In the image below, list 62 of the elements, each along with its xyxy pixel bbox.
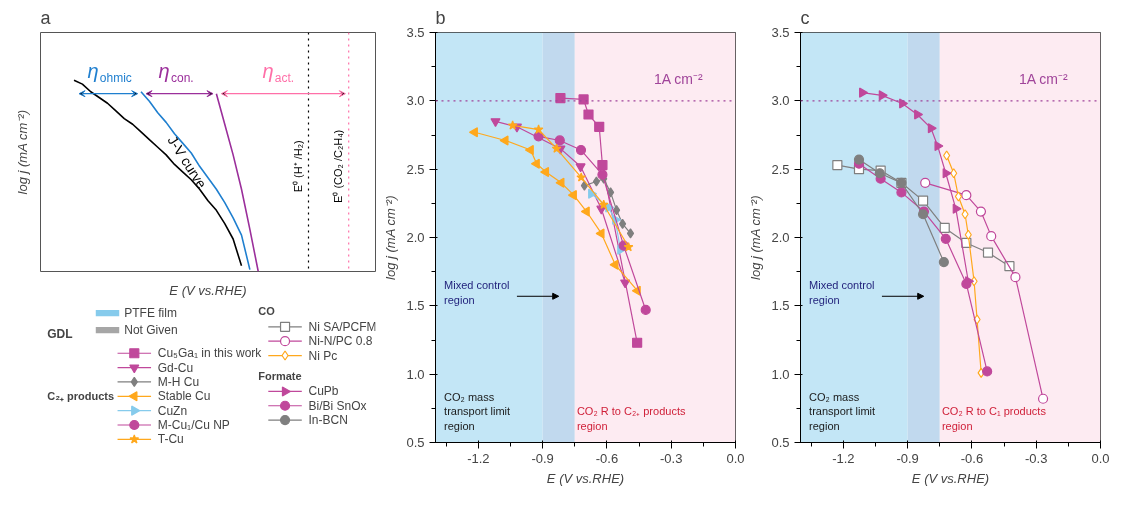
legend-label: In-BCN xyxy=(308,413,348,428)
band-label: Mixed control region xyxy=(809,279,875,306)
x-tick-label: -0.9 xyxy=(531,450,554,466)
y-axis-title: log j (mA cm⁻²) xyxy=(748,195,764,280)
legend-title: C₂₊ products xyxy=(47,390,115,403)
y-tick-label: 3.5 xyxy=(771,25,790,40)
x-tick-label: -0.3 xyxy=(1025,450,1048,466)
band-label: Mixed control region xyxy=(444,279,510,306)
text: Formate xyxy=(258,369,302,382)
y-tick-label: 1.0 xyxy=(771,366,790,382)
y-tick-label: 3.5 xyxy=(406,25,425,40)
legend-label: Cu₅Ga₁ in this work xyxy=(157,346,263,361)
y-tick-label: 2.0 xyxy=(406,230,425,245)
ref-line-label: 1A cm⁻² xyxy=(1019,70,1068,87)
band-label: CO₂ R to C₁ products region xyxy=(941,405,1047,432)
category-label: Not Given xyxy=(124,323,178,338)
legend-label: Ni-N/PC 0.8 xyxy=(308,334,373,349)
ref-line-label: 1A cm⁻² xyxy=(654,70,703,87)
band-label: CO₂ R to C₂₊ products region xyxy=(576,405,686,432)
y-tick-label: 1.0 xyxy=(406,366,425,382)
x-tick-label: -1.2 xyxy=(467,450,490,466)
x-tick-label: -0.6 xyxy=(595,450,619,466)
y-tick-label: 1.5 xyxy=(771,298,790,314)
x-tick-label: -0.9 xyxy=(896,450,919,466)
text: GDL xyxy=(47,327,73,342)
legend-label: CuZn xyxy=(157,403,188,418)
x-tick-label: 0.0 xyxy=(1091,450,1110,466)
chart-title: b xyxy=(435,7,446,28)
chart-title: c xyxy=(800,7,810,28)
x-axis-title: E (V vs.RHE) xyxy=(169,282,247,298)
legend-label: T-Cu xyxy=(157,432,184,447)
category-label: PTFE film xyxy=(124,306,177,321)
x-axis-title: E (V vs.RHE) xyxy=(546,470,625,486)
y-axis-title: log j (mA cm⁻²) xyxy=(14,110,30,195)
chart-title: a xyxy=(40,7,52,28)
y-tick-label: 0.5 xyxy=(406,435,425,450)
x-axis-title: E (V vs.RHE) xyxy=(911,470,990,486)
legend-label: Stable Cu xyxy=(157,389,211,404)
legend-label: Bi/Bi SnOx xyxy=(308,398,367,413)
y-tick-label: 3.0 xyxy=(406,93,425,109)
y-tick-label: 2.0 xyxy=(771,230,790,245)
y-tick-label: 2.5 xyxy=(771,161,790,177)
legend-label: Ni SA/PCFM xyxy=(308,319,377,334)
y-tick-label: 1.5 xyxy=(406,298,425,314)
annotation: E⁰ (H⁺ /H₂) xyxy=(291,140,304,193)
legend-label: Gd-Cu xyxy=(157,360,194,375)
legend-label: CuPb xyxy=(308,384,339,399)
band-label: CO₂ mass transport limit region xyxy=(444,390,511,432)
y-tick-label: 0.5 xyxy=(771,435,790,450)
band-label: CO₂ mass transport limit region xyxy=(809,390,876,432)
x-tick-label: -1.2 xyxy=(832,450,855,466)
legend-label: M-H Cu xyxy=(157,374,200,389)
y-tick-label: 3.0 xyxy=(771,93,790,109)
y-tick-label: 2.5 xyxy=(406,161,425,177)
legend-title: CO xyxy=(258,305,276,318)
x-tick-label: -0.6 xyxy=(960,450,984,466)
x-tick-label: -0.3 xyxy=(660,450,683,466)
y-axis-title: log j (mA cm⁻²) xyxy=(383,195,399,280)
legend-label: Ni Pc xyxy=(308,348,338,363)
x-tick-label: 0.0 xyxy=(726,450,745,466)
annotation: E⁰ (CO₂ /C₂H₄) xyxy=(331,129,344,203)
legend-label: M-Cu₁/Cu NP xyxy=(157,417,230,432)
